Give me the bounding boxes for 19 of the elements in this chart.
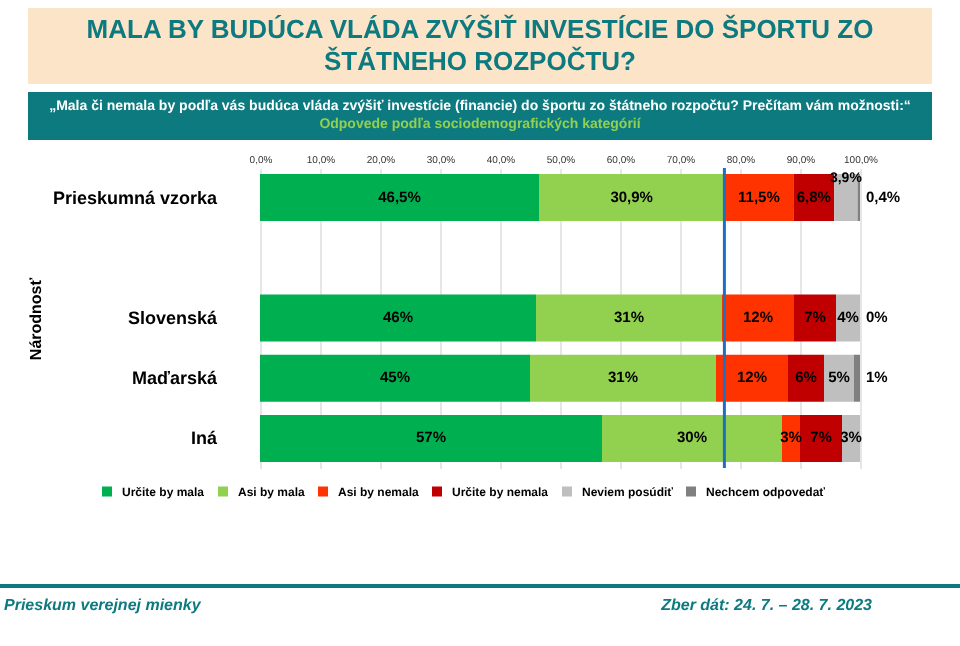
bar xyxy=(260,294,536,342)
bar xyxy=(854,354,860,402)
bar xyxy=(539,174,725,222)
y-tick-label: Prieskumná vzorka xyxy=(52,187,219,208)
y-axis-title: Národnosť xyxy=(26,277,45,361)
bar xyxy=(800,414,842,462)
bar xyxy=(530,354,716,402)
chart-title: MALA BY BUDÚCA VLÁDA ZVÝŠIŤ INVESTÍCIE DO ŠPORTU ZO ŠTÁTNEHO ROZPOČTU? xyxy=(28,8,932,84)
bar xyxy=(260,414,602,462)
y-tick-label: Maďarská xyxy=(132,368,219,389)
text: Prieskum verejnej mienky xyxy=(4,596,201,614)
y-tick-label: Iná xyxy=(190,428,219,449)
text: Zber dát: 24. 7. – 28. 7. 2023 xyxy=(661,596,872,614)
bar xyxy=(260,354,530,402)
bar xyxy=(260,174,539,222)
bar xyxy=(536,294,722,342)
bar xyxy=(602,414,782,462)
bar xyxy=(794,294,836,342)
y-tick-label: Slovenská xyxy=(127,308,219,328)
